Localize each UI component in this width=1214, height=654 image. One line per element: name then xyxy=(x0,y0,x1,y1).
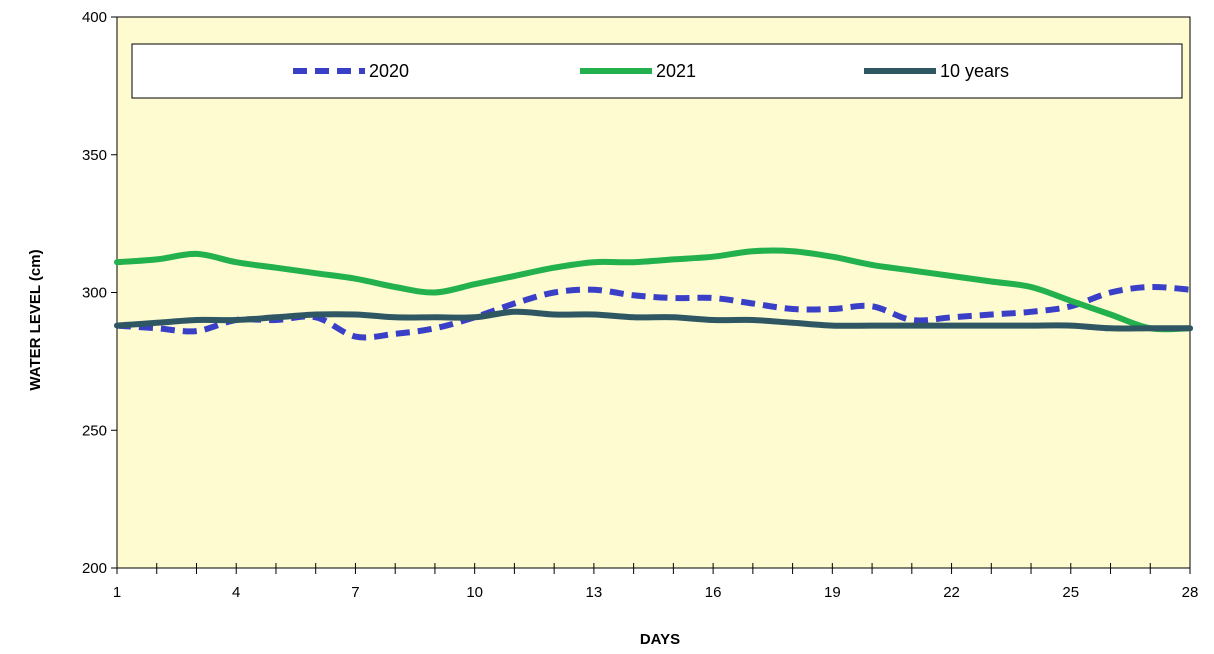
plot-area xyxy=(116,16,1191,569)
legend-label-2021: 2021 xyxy=(656,61,696,81)
legend-label-10-years: 10 years xyxy=(940,61,1009,81)
x-tick-label: 16 xyxy=(705,584,722,601)
y-tick-label: 350 xyxy=(82,147,107,164)
legend-label-2020: 2020 xyxy=(369,61,409,81)
x-tick-label: 7 xyxy=(351,584,359,601)
y-axis-title: WATER LEVEL (cm) xyxy=(27,249,44,390)
y-tick-label: 250 xyxy=(82,422,107,439)
x-tick-label: 22 xyxy=(943,584,960,601)
x-tick-label: 19 xyxy=(824,584,841,601)
axes: 200 250 300 350 400 1 4 7 10 13 16 19 22 25 28 xyxy=(82,9,1198,601)
y-tick-label: 200 xyxy=(82,560,107,577)
legend: 2020 2021 10 years xyxy=(131,43,1183,99)
x-tick-label: 4 xyxy=(232,584,240,601)
x-tick-label: 1 xyxy=(113,584,121,601)
x-tick-label: 10 xyxy=(466,584,483,601)
x-axis-title: DAYS xyxy=(640,631,680,648)
y-tick-label: 400 xyxy=(82,9,107,26)
x-tick-label: 13 xyxy=(586,584,603,601)
x-tick-label: 28 xyxy=(1182,584,1199,601)
series-lines xyxy=(114,247,1193,341)
x-tick-label: 25 xyxy=(1062,584,1079,601)
series-line-10-years xyxy=(114,308,1193,332)
y-tick-label: 300 xyxy=(82,285,107,302)
plot-background xyxy=(116,16,1191,569)
series-line-2021 xyxy=(114,247,1193,333)
